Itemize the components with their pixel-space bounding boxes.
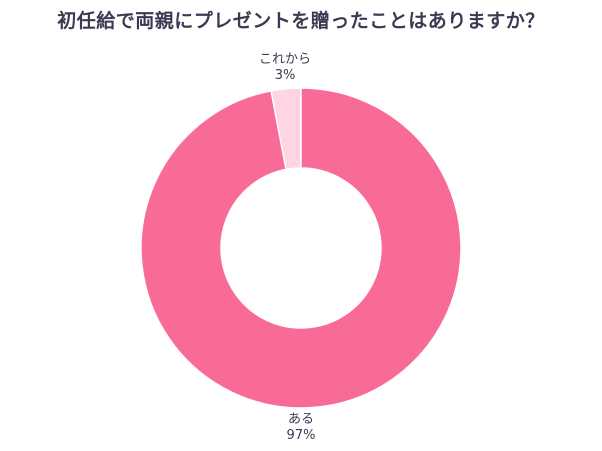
slice-category-label: これから xyxy=(259,52,311,67)
donut-slice-2 xyxy=(140,87,462,409)
donut-slices xyxy=(140,87,462,409)
chart-title: 初任給で両親にプレゼントを贈ったことはありますか？ xyxy=(57,10,545,32)
slice-value-label: 97% xyxy=(287,428,316,443)
slice-category-label: ある xyxy=(288,412,314,427)
slice-value-label: 3% xyxy=(275,68,296,83)
